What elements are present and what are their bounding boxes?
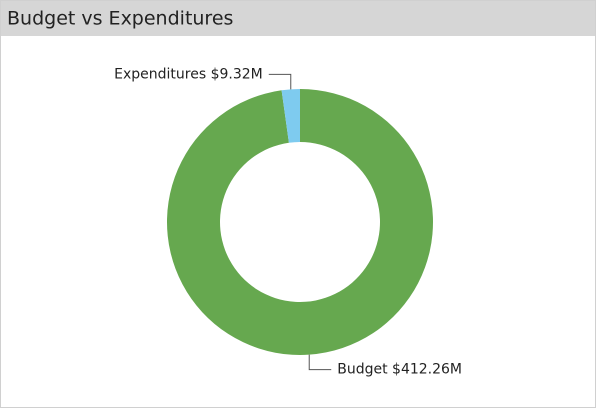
donut-slice [281, 89, 300, 143]
category-label: Budget [337, 362, 388, 378]
value-label: $9.32M [211, 66, 263, 82]
leader-line [268, 73, 292, 90]
chart-title: Budget vs Expenditures [7, 8, 233, 30]
value-label: $412.26M [392, 362, 462, 378]
data-label: Budget $412.26M [337, 362, 462, 378]
data-label: Expenditures $9.32M [114, 66, 263, 82]
donut-slice [166, 89, 433, 355]
header-bar [1, 1, 595, 36]
leader-line [308, 354, 332, 371]
category-label: Expenditures [114, 66, 206, 82]
